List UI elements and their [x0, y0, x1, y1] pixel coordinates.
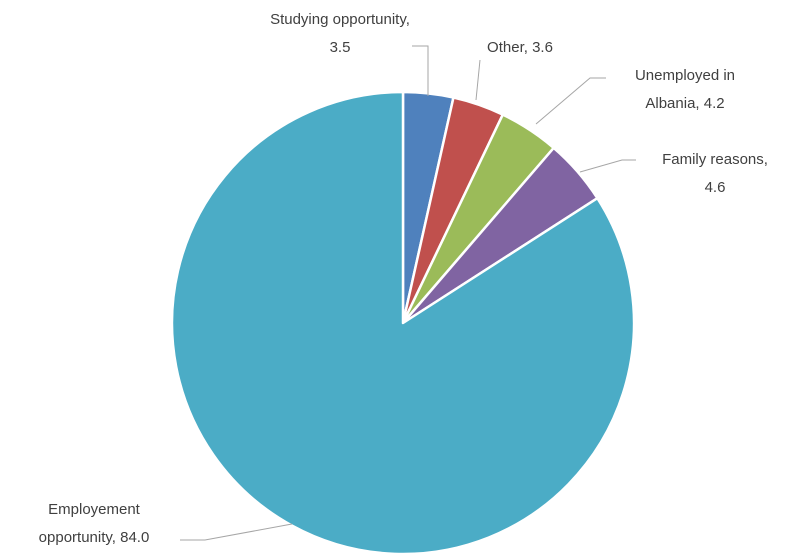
pie-slice: [170, 90, 636, 554]
leader-line: [412, 45, 429, 96]
label-category: Family reasons: [662, 151, 764, 168]
data-label: Employement opportunity, 84.0: [9, 496, 179, 552]
label-value: 4.2: [703, 95, 725, 112]
data-label: Studying opportunity, 3.5: [270, 6, 410, 62]
data-label: Other, 3.6: [455, 34, 585, 62]
label-value: 3.5: [329, 39, 351, 56]
leader-line: [579, 159, 636, 173]
leader-line: [535, 77, 606, 125]
label-category: Other: [487, 39, 524, 56]
label-value: 3.6: [532, 39, 553, 56]
label-value: 84.0: [120, 529, 150, 546]
leader-line: [475, 59, 481, 101]
data-label: Unemployed in Albania, 4.2: [615, 62, 755, 118]
label-category: Studying opportunity: [270, 11, 406, 28]
label-value: 4.6: [704, 179, 726, 196]
label-category: Employement opportunity: [38, 501, 140, 546]
label-separator: ,: [405, 11, 410, 28]
label-separator: ,: [695, 95, 704, 112]
data-label: Family reasons, 4.6: [655, 146, 775, 202]
label-category: Unemployed in Albania: [634, 67, 736, 112]
leader-line: [180, 523, 293, 541]
label-separator: ,: [523, 39, 533, 56]
label-separator: ,: [763, 151, 768, 168]
label-separator: ,: [111, 529, 121, 546]
